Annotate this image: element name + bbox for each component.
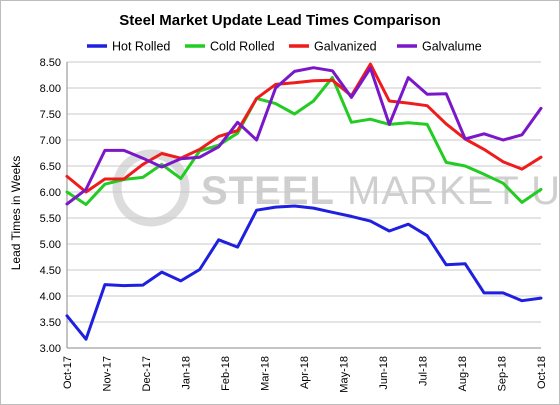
legend: Hot Rolled Cold Rolled Galvanized Galvalume	[87, 40, 482, 54]
series-line-cold-rolled	[65, 76, 543, 206]
y-tick-label: 3.00	[40, 343, 61, 355]
y-tick-label: 4.00	[40, 291, 61, 303]
y-tick-label: 8.50	[40, 57, 61, 69]
watermark-bold: STEEL	[201, 169, 335, 213]
x-tick-label: Jul-18	[418, 356, 430, 386]
y-tick-label: 7.50	[40, 109, 61, 121]
y-tick-label: 3.50	[40, 317, 61, 329]
legend-label: Galvanized	[314, 40, 377, 54]
x-tick-label: Dec-17	[141, 356, 153, 391]
y-tick-label: 6.00	[40, 187, 61, 199]
x-tick-label: May-18	[339, 356, 351, 393]
legend-label: Cold Rolled	[210, 40, 275, 54]
series-line-galvanized	[65, 62, 543, 194]
y-tick-labels: 3.00 3.50 4.00 4.50 5.00 5.50 6.00 6.50 7.00 7.50…	[40, 57, 61, 355]
watermark-rest: MARKET UPDATE	[335, 169, 559, 213]
x-tick-label: Mar-18	[260, 356, 272, 391]
y-axis-label: Lead Times in Weeks	[9, 156, 23, 271]
watermark-text: STEEL MARKET UPDATE	[201, 169, 559, 213]
chart-title: Steel Market Update Lead Times Compariso…	[119, 12, 440, 29]
y-tick-label: 4.50	[40, 265, 61, 277]
y-tick-label: 7.00	[40, 135, 61, 147]
y-tick-label: 8.00	[40, 83, 61, 95]
x-tick-label: Nov-17	[102, 356, 114, 391]
watermark: STEEL MARKET UPDATE	[112, 149, 559, 227]
x-tick-labels: Oct-17 Nov-17 Dec-17 Jan-18 Feb-18 Mar-18 Apr-…	[62, 356, 548, 393]
x-tick-label: Apr-18	[299, 356, 311, 389]
x-tick-label: Sep-18	[497, 356, 509, 391]
x-tick-label: Jan-18	[181, 356, 193, 390]
x-tick-label: Jun-18	[378, 356, 390, 390]
y-tick-label: 5.00	[40, 239, 61, 251]
y-tick-label: 6.50	[40, 161, 61, 173]
x-tick-label: Feb-18	[220, 356, 232, 391]
watermark-logo-icon	[112, 149, 190, 227]
y-tick-label: 5.50	[40, 213, 61, 225]
x-tick-label: Oct-18	[536, 356, 548, 389]
x-tick-label: Oct-17	[62, 356, 74, 389]
series-line-galvalume	[65, 66, 543, 206]
series-group	[65, 62, 543, 341]
x-tick-label: Aug-18	[457, 356, 469, 391]
legend-label: Galvalume	[422, 40, 482, 54]
legend-label: Hot Rolled	[112, 40, 170, 54]
series-line-hot-rolled	[65, 204, 543, 341]
